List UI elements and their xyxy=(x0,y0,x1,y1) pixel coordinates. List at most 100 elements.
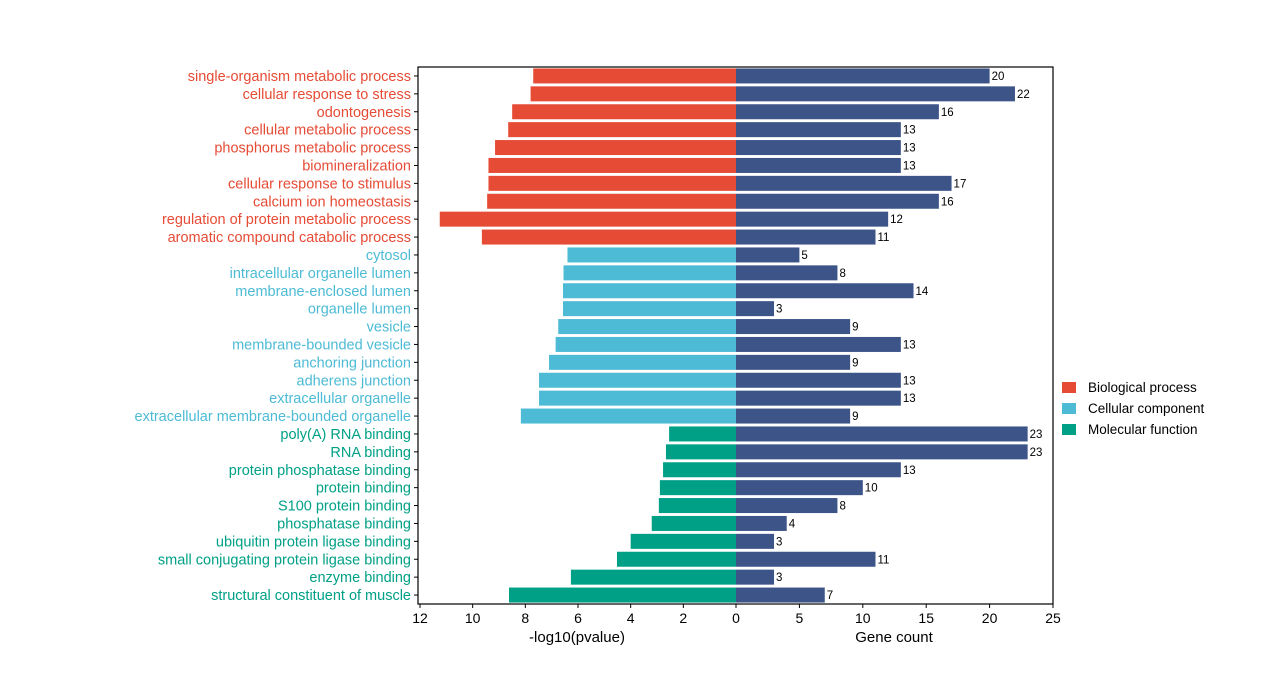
gene-count-bar xyxy=(736,301,775,317)
gene-count-label: 11 xyxy=(877,232,889,244)
gene-count-label: 20 xyxy=(992,71,1005,83)
gene-count-bar xyxy=(736,336,901,352)
gene-count-bar xyxy=(736,569,775,585)
gene-count-label: 9 xyxy=(852,411,858,423)
bars: 2022161313131716121158143913913139232313… xyxy=(439,68,1043,603)
term-label: cytosol xyxy=(366,248,411,264)
gene-count-bar xyxy=(736,175,952,191)
gene-count-bar xyxy=(736,354,851,370)
gene-count-label: 11 xyxy=(877,554,889,566)
pvalue-bar xyxy=(481,229,736,245)
pvalue-bar xyxy=(563,265,736,281)
pvalue-bar xyxy=(562,301,736,317)
pvalue-bar xyxy=(658,498,736,514)
gene-count-bar xyxy=(736,462,901,478)
pvalue-bar xyxy=(487,193,736,209)
gene-count-bar xyxy=(736,480,863,496)
gene-count-bar xyxy=(736,104,939,120)
gene-count-bar xyxy=(736,319,851,335)
pvalue-bar xyxy=(488,175,736,191)
gene-count-label: 16 xyxy=(941,196,954,208)
gene-count-label: 13 xyxy=(903,465,916,477)
pvalue-bar xyxy=(665,444,736,460)
gene-count-label: 22 xyxy=(1017,89,1030,101)
gene-count-bar xyxy=(736,157,901,173)
pvalue-bar xyxy=(509,587,736,603)
right-tick-label: 20 xyxy=(982,610,998,626)
legend-swatch xyxy=(1062,424,1076,435)
term-label: intracellular organelle lumen xyxy=(230,266,411,282)
legend: Biological process Cellular component Mole… xyxy=(1062,380,1205,437)
left-tick-label: 4 xyxy=(627,610,635,626)
left-tick-label: 0 xyxy=(732,610,740,626)
pvalue-bar xyxy=(616,551,736,567)
term-label: extracellular membrane-bounded organelle xyxy=(135,409,411,425)
term-label: anchoring junction xyxy=(293,355,411,371)
legend-label: Biological process xyxy=(1088,380,1197,395)
term-label: phosphorus metabolic process xyxy=(214,141,411,157)
pvalue-bar xyxy=(495,140,736,156)
gene-count-bar xyxy=(736,247,800,263)
term-label: protein phosphatase binding xyxy=(229,463,411,479)
gene-count-bar xyxy=(736,551,876,567)
legend-label: Cellular component xyxy=(1088,401,1205,416)
gene-count-label: 13 xyxy=(903,375,916,387)
term-label: membrane-bounded vesicle xyxy=(232,337,411,353)
term-label: poly(A) RNA binding xyxy=(280,427,411,443)
pvalue-bar xyxy=(562,283,736,299)
gene-count-bar xyxy=(736,140,901,156)
pvalue-bar xyxy=(533,68,736,84)
gene-count-label: 3 xyxy=(776,536,782,548)
gene-count-bar xyxy=(736,390,901,406)
pvalue-bar xyxy=(508,122,736,138)
gene-count-bar xyxy=(736,372,901,388)
pvalue-bar xyxy=(651,515,736,531)
left-tick-label: 12 xyxy=(412,610,428,626)
term-label: adherens junction xyxy=(297,373,411,389)
gene-count-label: 13 xyxy=(903,160,916,172)
term-label: single-organism metabolic process xyxy=(188,69,411,85)
gene-count-bar xyxy=(736,408,851,424)
right-tick-label: 10 xyxy=(855,610,871,626)
gene-count-bar xyxy=(736,122,901,138)
term-label: phosphatase binding xyxy=(277,516,411,532)
pvalue-bar xyxy=(539,390,736,406)
gene-count-bar xyxy=(736,283,914,299)
pvalue-bar xyxy=(630,533,736,549)
term-label: cellular metabolic process xyxy=(244,123,411,139)
pvalue-bar xyxy=(659,480,736,496)
pvalue-bar xyxy=(439,211,736,227)
gene-count-bar xyxy=(736,533,775,549)
term-label: cellular response to stress xyxy=(243,87,411,103)
gene-count-bar xyxy=(736,229,876,245)
gene-count-bar xyxy=(736,265,838,281)
term-label: odontogenesis xyxy=(317,105,411,121)
term-label: organelle lumen xyxy=(308,302,411,318)
left-tick-label: 2 xyxy=(679,610,687,626)
gene-count-label: 13 xyxy=(903,125,916,137)
gene-count-label: 10 xyxy=(865,483,878,495)
gene-count-label: 16 xyxy=(941,107,954,119)
term-label: enzyme binding xyxy=(309,570,411,586)
pvalue-bar xyxy=(549,354,736,370)
gene-count-label: 9 xyxy=(852,322,858,334)
right-tick-label: 25 xyxy=(1045,610,1061,626)
gene-count-label: 14 xyxy=(916,286,929,298)
left-tick-label: 8 xyxy=(521,610,529,626)
term-label: RNA binding xyxy=(330,445,411,461)
pvalue-bar xyxy=(520,408,736,424)
term-label: S100 protein binding xyxy=(278,499,411,515)
term-label: regulation of protein metabolic process xyxy=(162,212,411,228)
gene-count-label: 23 xyxy=(1030,447,1043,459)
term-label: cellular response to stimulus xyxy=(228,176,411,192)
gene-count-label: 13 xyxy=(903,393,916,405)
left-tick-label: 6 xyxy=(574,610,582,626)
pvalue-bar xyxy=(539,372,736,388)
gene-count-bar xyxy=(736,444,1028,460)
term-label: protein binding xyxy=(316,481,411,497)
term-label: aromatic compound catabolic process xyxy=(168,230,411,246)
gene-count-label: 5 xyxy=(801,250,807,262)
pvalue-bar xyxy=(669,426,736,442)
right-tick-label: 5 xyxy=(796,610,804,626)
